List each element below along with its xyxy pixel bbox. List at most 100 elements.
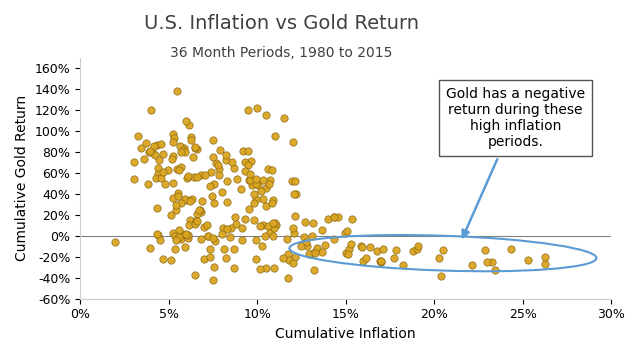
Point — [185, 198, 195, 204]
Point — [152, 205, 162, 211]
Point — [174, 167, 184, 173]
Point — [187, 196, 197, 202]
Point — [361, 255, 371, 261]
Point — [540, 261, 550, 267]
Point — [175, 143, 186, 149]
Point — [301, 239, 312, 245]
Point — [262, 223, 273, 229]
Point — [215, 147, 225, 153]
Point — [328, 236, 339, 242]
Point — [246, 158, 256, 164]
Point — [170, 233, 180, 239]
Point — [303, 251, 314, 256]
Point — [332, 214, 342, 219]
Point — [192, 174, 202, 180]
Point — [269, 134, 280, 139]
Point — [237, 148, 248, 154]
Point — [257, 243, 268, 248]
Point — [290, 214, 300, 219]
Point — [214, 166, 224, 172]
Point — [170, 237, 180, 243]
Point — [310, 250, 320, 255]
Point — [251, 197, 261, 202]
Point — [139, 156, 149, 162]
X-axis label: Cumulative Inflation: Cumulative Inflation — [275, 327, 416, 341]
Point — [236, 187, 246, 192]
Point — [506, 246, 516, 252]
Point — [282, 276, 292, 281]
Point — [243, 107, 253, 113]
Point — [289, 191, 300, 197]
Point — [153, 232, 163, 238]
Point — [178, 147, 188, 152]
Point — [408, 248, 419, 253]
Point — [344, 246, 354, 252]
Point — [195, 208, 205, 213]
Point — [240, 159, 250, 164]
Point — [184, 222, 195, 228]
Point — [486, 259, 497, 265]
Point — [229, 166, 239, 171]
Point — [192, 146, 202, 152]
Point — [413, 244, 423, 249]
Point — [196, 172, 206, 178]
Text: Gold has a negative
return during these
high inflation
periods.: Gold has a negative return during these … — [446, 87, 585, 237]
Point — [213, 162, 223, 168]
Point — [186, 137, 196, 143]
Point — [291, 191, 301, 197]
Point — [168, 131, 178, 137]
Point — [270, 220, 280, 226]
Point — [436, 273, 446, 279]
Point — [208, 155, 218, 160]
Point — [237, 237, 247, 243]
Point — [240, 168, 250, 173]
Point — [196, 209, 207, 214]
Point — [243, 148, 253, 154]
Point — [230, 221, 241, 227]
Point — [391, 247, 401, 253]
Point — [167, 156, 177, 162]
Point — [186, 218, 196, 223]
Point — [183, 232, 193, 238]
Point — [181, 118, 191, 124]
Point — [152, 231, 163, 236]
Point — [168, 230, 178, 236]
Point — [278, 116, 289, 121]
Point — [183, 173, 193, 178]
Point — [249, 200, 259, 206]
Point — [248, 217, 259, 223]
Point — [228, 266, 239, 271]
Point — [148, 150, 158, 156]
Point — [156, 141, 166, 147]
Point — [158, 169, 168, 174]
Point — [298, 234, 308, 240]
Point — [479, 247, 490, 253]
Point — [209, 200, 219, 206]
Point — [257, 177, 268, 183]
Point — [171, 202, 181, 208]
Point — [146, 107, 156, 113]
Point — [251, 180, 261, 186]
Point — [300, 219, 310, 225]
Point — [329, 214, 339, 220]
Point — [376, 259, 387, 265]
Point — [309, 267, 319, 273]
Point — [257, 222, 268, 228]
Point — [182, 175, 192, 180]
Point — [255, 223, 265, 229]
Point — [347, 216, 357, 222]
Point — [145, 148, 156, 154]
Point — [110, 240, 120, 245]
Point — [209, 265, 219, 270]
Point — [268, 234, 278, 239]
Point — [175, 150, 186, 155]
Point — [222, 199, 232, 204]
Point — [168, 180, 178, 186]
Point — [217, 189, 227, 195]
Point — [200, 172, 210, 178]
Text: 36 Month Periods, 1980 to 2015: 36 Month Periods, 1980 to 2015 — [170, 46, 393, 60]
Point — [320, 242, 330, 248]
Point — [184, 122, 195, 128]
Point — [356, 245, 367, 250]
Point — [158, 256, 168, 262]
